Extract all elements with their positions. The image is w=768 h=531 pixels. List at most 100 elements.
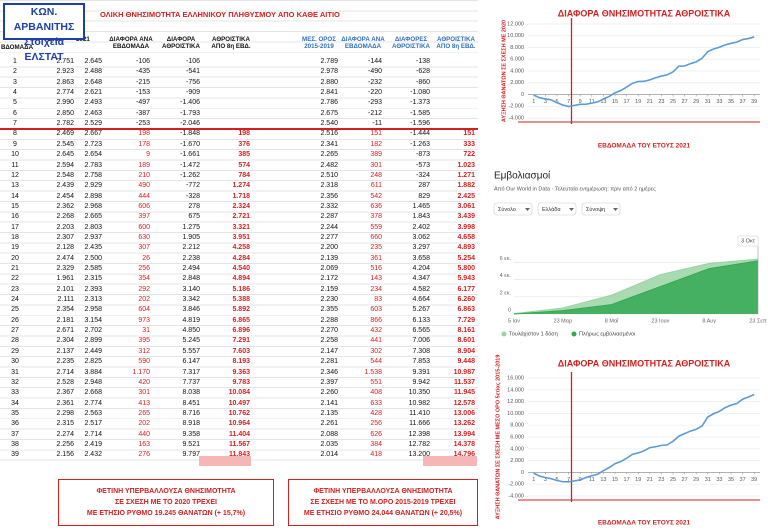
table-cell: 9 <box>13 140 17 148</box>
spreadsheet: ΒΔΟΜΑΔΑ20202021ΔΙΑΦΟΡΑ ΑΝΑ ΕΒΔΟΜΑΔΑΔΙΑΦΟ… <box>0 0 478 470</box>
table-cell: -1.080 <box>410 89 430 97</box>
table-cell: 2.482 <box>320 161 338 169</box>
note-line: ΦΕΤΙΝΗ ΥΠΕΡΒΑΛΛΟΥΣΑ ΘΝΗΣΙΜΟΤΗΤΑ <box>96 488 236 495</box>
table-cell: 2.721 <box>232 213 250 221</box>
table-cell: 256 <box>138 265 150 272</box>
table-cell: 276 <box>138 451 150 459</box>
table-cell: 2.563 <box>84 409 102 417</box>
x-tick-label: 39 <box>751 477 757 483</box>
table-cell: 3.951 <box>232 233 250 241</box>
table-cell: 8.904 <box>457 347 475 355</box>
table-cell: 2.898 <box>84 192 102 200</box>
y-tick-label: 12.000 <box>507 399 524 405</box>
table-cell: 7 <box>13 120 17 128</box>
table-cell: 13.262 <box>453 420 475 428</box>
table-cell: 265 <box>138 409 150 417</box>
table-cell: -212 <box>367 109 382 117</box>
dropdown[interactable] <box>493 202 533 216</box>
table-cell: 574 <box>238 161 250 169</box>
table-cell: 600 <box>138 223 150 231</box>
table-cell: 2.287 <box>320 213 338 221</box>
table-cell: 2.937 <box>84 233 102 241</box>
column-header: ΔΙΑΦΟΡΑ ΑΘΡΟΙΣΤΙΚΑ <box>162 36 200 50</box>
table-cell: -387 <box>135 109 150 117</box>
x-tick-label: 1 <box>532 477 535 483</box>
x-tick-label: 21 <box>647 99 653 105</box>
y-tick-label: 14.000 <box>507 387 524 393</box>
table-cell: 1.882 <box>457 182 475 190</box>
table-cell: -756 <box>185 78 200 86</box>
y-tick-label: -4.000 <box>508 493 524 499</box>
dropdown[interactable] <box>537 202 577 216</box>
table-cell: 30 <box>11 358 19 366</box>
y-tick-label: 4.000 <box>510 446 524 452</box>
y-tick-label: 4 εκ. <box>500 273 512 279</box>
table-cell: 292 <box>138 285 150 293</box>
table-cell: 2.397 <box>320 378 338 386</box>
table-cell: 2.585 <box>84 265 102 272</box>
table-cell: -1.585 <box>410 109 430 117</box>
y-tick-label: 2 εκ. <box>500 290 512 296</box>
note-line: ΜΕ ΕΤΗΣΙΟ ΡΥΘΜΟ 19.245 ΘΑΝΑΤΩΝ (+ 15,7%) <box>86 510 246 517</box>
table-cell: 11.410 <box>409 409 430 417</box>
x-tick-label: 37 <box>740 477 746 483</box>
table-cell: 2.783 <box>84 161 102 169</box>
table-cell: 210 <box>138 171 150 179</box>
table-cell: 2.402 <box>412 223 430 231</box>
table-cell: 2.494 <box>182 265 200 272</box>
table-cell: 2.261 <box>320 420 338 428</box>
table-cell: 1.843 <box>412 213 430 221</box>
table-cell: 5.892 <box>232 306 250 314</box>
table-cell: 2.714 <box>84 430 102 438</box>
legend-label: Πλήρως εμβολιασμένοι <box>579 330 636 337</box>
table-cell: 11.843 <box>228 451 250 459</box>
table-cell: 39 <box>11 451 19 459</box>
table-cell: -1.373 <box>410 99 430 107</box>
table-cell: -873 <box>415 151 430 159</box>
note-line: ΜΕ ΕΤΗΣΙΟ ΡΥΘΜΟ 24.044 ΘΑΝΑΤΩΝ (+ 20,5%) <box>303 510 463 517</box>
table-cell: 2.156 <box>56 451 74 459</box>
table-cell: 29 <box>11 347 19 355</box>
table-cell: 10.350 <box>408 389 430 397</box>
table-cell: 7.853 <box>412 358 430 366</box>
x-tick-label: 3 <box>544 99 547 105</box>
table-cell: 10.987 <box>453 368 475 376</box>
table-cell: 34 <box>11 399 19 407</box>
table-cell: 2.172 <box>320 275 338 283</box>
sheet-title: ΟΛΙΚΗ ΘΝΗΣΙΜΟΤΗΤΑ ΕΛΛΗΝΙΚΟΥ ΠΛΗΘΥΣΜΟΥ ΑΠ… <box>100 10 340 19</box>
table-cell: -1.262 <box>180 171 200 179</box>
y-tick-label: 16.000 <box>507 375 524 381</box>
table-cell: 2.774 <box>56 89 74 97</box>
table-cell: 611 <box>370 182 382 190</box>
table-cell: 4.664 <box>412 296 430 304</box>
table-cell: 2.978 <box>320 68 338 76</box>
x-tick-label: 1 <box>532 99 535 105</box>
table-cell: 2.493 <box>84 99 102 107</box>
table-cell: 2.159 <box>320 285 338 293</box>
table-cell: 675 <box>188 213 200 221</box>
series-line <box>513 258 759 315</box>
table-cell: 37 <box>11 430 19 438</box>
table-cell: 630 <box>138 233 150 241</box>
table-cell: 784 <box>238 171 250 179</box>
table-cell: 7.603 <box>232 347 250 355</box>
table-cell: 256 <box>370 420 382 428</box>
note-box: ΦΕΤΙΝΗ ΥΠΕΡΒΑΛΛΟΥΣΑ ΘΝΗΣΙΜΟΤΗΤΑ ΣΕ ΣΧΕΣΗ… <box>288 479 478 526</box>
table-cell: 2.645 <box>56 151 74 159</box>
table-cell: 8.038 <box>182 389 200 397</box>
y-tick-label: -2.000 <box>508 482 524 488</box>
table-cell: 11.945 <box>453 389 475 397</box>
table-cell: -106 <box>135 58 150 65</box>
table-cell: 2.848 <box>182 275 200 283</box>
table-cell: -232 <box>367 78 382 86</box>
table-cell: 38 <box>11 440 19 448</box>
table-cell: 2.968 <box>84 202 102 210</box>
dropdown[interactable] <box>581 202 621 216</box>
table-cell: 4.893 <box>457 244 475 252</box>
table-cell: 2.548 <box>56 171 74 179</box>
table-cell: 83 <box>374 296 382 304</box>
table-cell: 2.529 <box>84 120 102 128</box>
x-tick-label: 23 Μαρ <box>554 318 573 324</box>
dropdown-label: Σύνοψη <box>586 206 605 213</box>
